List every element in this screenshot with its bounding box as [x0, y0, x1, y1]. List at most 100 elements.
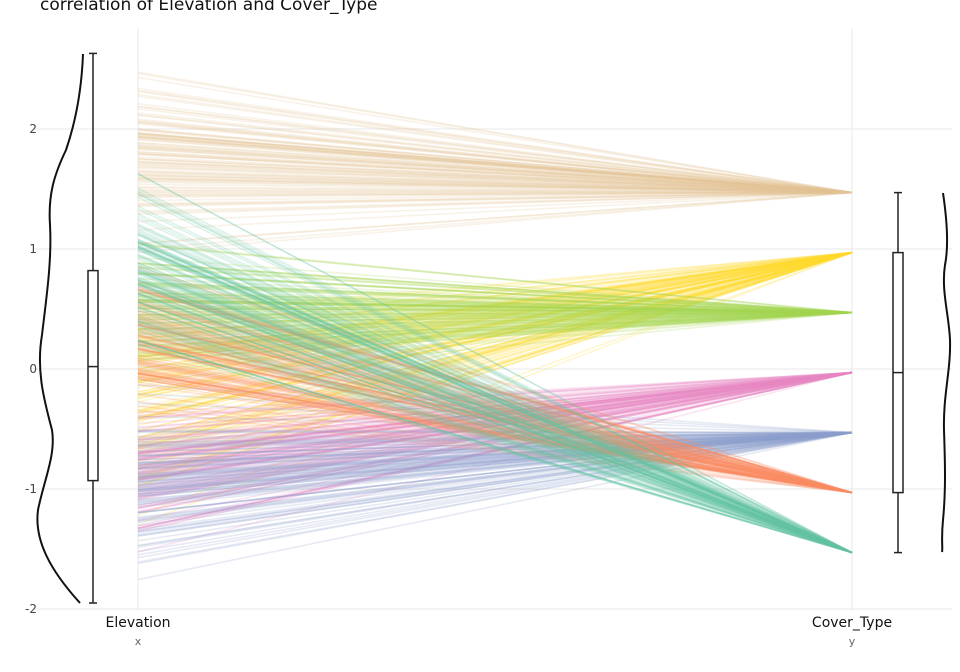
- data-line: [137, 384, 853, 434]
- data-line: [137, 311, 853, 319]
- data-line: [137, 303, 853, 494]
- data-line: [137, 301, 853, 554]
- data-line: [137, 251, 853, 389]
- data-line: [137, 311, 853, 353]
- data-line: [137, 282, 853, 554]
- gridlines: [33, 28, 952, 610]
- data-line: [137, 181, 853, 194]
- data-line: [137, 371, 853, 527]
- data-line: [137, 179, 853, 194]
- data-line: [137, 369, 853, 494]
- data-line: [137, 191, 853, 208]
- data-line: [137, 342, 853, 494]
- data-line: [137, 431, 853, 534]
- data-line: [137, 268, 853, 494]
- y-tick-label: 1: [29, 242, 37, 256]
- data-line: [137, 133, 853, 194]
- data-line: [137, 251, 853, 442]
- data-line: [137, 431, 853, 479]
- data-line: [137, 311, 853, 382]
- data-line: [137, 431, 853, 468]
- data-line: [137, 251, 853, 487]
- data-line: [137, 307, 853, 314]
- data-line: [137, 295, 853, 554]
- data-line: [137, 251, 853, 420]
- data-line: [137, 361, 853, 494]
- data-line: [137, 251, 853, 334]
- data-line: [137, 431, 853, 465]
- data-line: [137, 431, 853, 563]
- data-line: [137, 431, 853, 514]
- data-line: [137, 334, 853, 494]
- data-line: [137, 371, 853, 481]
- data-line: [137, 371, 853, 481]
- data-line: [137, 371, 853, 495]
- data-line: [137, 334, 853, 494]
- data-line: [137, 251, 853, 450]
- data-line: [137, 145, 853, 194]
- data-line: [137, 430, 853, 434]
- data-line: [137, 339, 853, 554]
- data-line: [137, 371, 853, 480]
- data-line: [137, 311, 853, 342]
- data-line: [137, 431, 853, 495]
- data-line: [137, 251, 853, 403]
- data-line: [137, 347, 853, 494]
- data-line: [137, 361, 853, 494]
- data-line: [137, 329, 853, 554]
- data-line: [137, 371, 853, 482]
- data-line: [137, 272, 853, 554]
- data-line: [137, 371, 853, 501]
- data-line: [137, 251, 853, 480]
- data-line: [137, 431, 853, 514]
- data-line: [137, 251, 853, 451]
- cover-type-density-curve: [941, 192, 952, 553]
- data-line: [137, 76, 853, 194]
- data-line: [137, 431, 853, 480]
- data-line: [137, 251, 853, 347]
- data-line: [137, 251, 853, 420]
- data-line: [137, 311, 853, 315]
- data-line: [137, 241, 853, 554]
- data-line: [137, 318, 853, 494]
- data-line: [137, 103, 853, 194]
- data-line: [137, 371, 853, 472]
- data-line: [137, 431, 853, 477]
- data-line: [137, 281, 853, 314]
- data-line: [137, 324, 853, 494]
- data-line: [137, 251, 853, 375]
- data-line: [137, 431, 853, 438]
- data-line: [137, 306, 853, 554]
- data-line: [137, 298, 853, 494]
- data-line: [137, 186, 853, 194]
- data-line: [137, 311, 853, 343]
- data-line: [137, 431, 853, 461]
- data-line: [137, 321, 853, 554]
- data-line: [137, 133, 853, 194]
- data-line: [137, 251, 853, 331]
- data-line: [137, 251, 853, 441]
- data-line: [137, 289, 853, 494]
- data-line: [137, 431, 853, 514]
- data-line: [137, 191, 853, 245]
- data-line: [137, 371, 853, 507]
- data-line: [137, 311, 853, 316]
- data-line: [137, 310, 853, 314]
- data-line: [137, 371, 853, 448]
- data-line: [137, 371, 853, 530]
- data-line: [137, 371, 853, 529]
- data-line: [137, 233, 853, 554]
- data-line: [137, 292, 853, 554]
- data-line: [137, 251, 853, 359]
- data-line: [137, 431, 853, 457]
- data-line: [137, 251, 853, 419]
- data-line: [137, 251, 853, 412]
- data-line: [137, 311, 853, 324]
- data-line: [137, 311, 853, 348]
- data-line: [137, 431, 853, 448]
- data-line: [137, 431, 853, 542]
- data-line: [137, 311, 853, 336]
- data-line: [137, 431, 853, 489]
- data-line: [137, 147, 853, 194]
